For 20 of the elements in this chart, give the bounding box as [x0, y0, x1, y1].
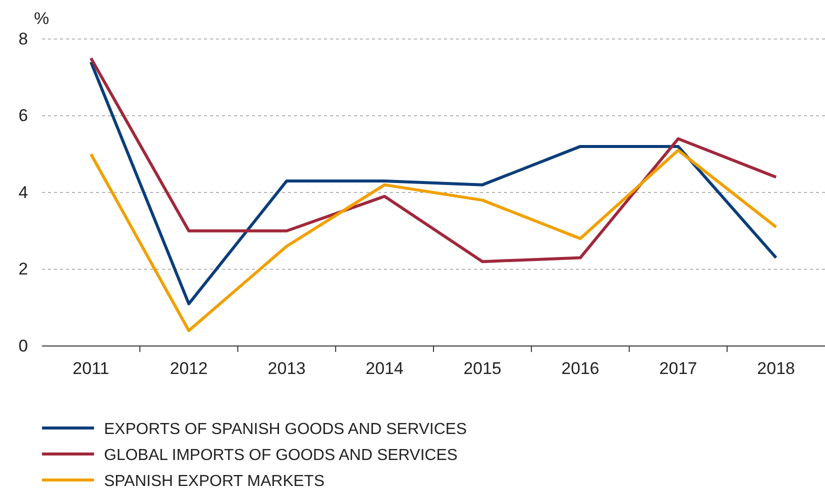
legend-label: GLOBAL IMPORTS OF GOODS AND SERVICES	[104, 447, 458, 464]
line-series	[89, 60, 778, 306]
legend-label: SPANISH EXPORT MARKETS	[104, 473, 324, 490]
x-tick-label: 2012	[170, 359, 208, 378]
x-tick-label: 2018	[757, 359, 795, 378]
line-series	[89, 148, 778, 332]
y-tick-label: 4	[18, 182, 28, 202]
legend-label: EXPORTS OF SPANISH GOODS AND SERVICES	[104, 421, 467, 438]
x-tick-label: 2011	[72, 359, 110, 378]
x-tick-label: 2013	[268, 359, 306, 378]
y-axis-title: %	[34, 9, 50, 28]
line-series	[89, 56, 778, 264]
x-tick-label: 2017	[659, 359, 698, 378]
y-tick-label: 2	[18, 260, 28, 279]
x-tick-label: 2015	[464, 359, 502, 378]
x-tick-label: 2016	[561, 359, 600, 378]
y-tick-label: 0	[18, 336, 28, 356]
x-tick-label: 2014	[366, 359, 404, 378]
y-tick-label: 6	[18, 106, 28, 126]
y-tick-label: 8	[18, 29, 28, 48]
